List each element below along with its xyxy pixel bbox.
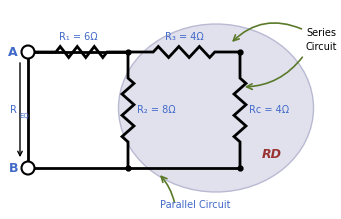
Circle shape: [21, 161, 34, 175]
Text: Parallel Circuit: Parallel Circuit: [160, 200, 230, 210]
Ellipse shape: [119, 24, 313, 192]
Text: Rᴄ = 4Ω: Rᴄ = 4Ω: [249, 105, 289, 115]
Text: R: R: [10, 105, 17, 115]
Text: Circuit: Circuit: [306, 42, 338, 52]
Text: EQ: EQ: [19, 113, 29, 119]
Text: Series: Series: [306, 28, 336, 38]
Text: RD: RD: [262, 148, 282, 161]
Text: R₂ = 8Ω: R₂ = 8Ω: [137, 105, 176, 115]
Text: R₃ = 4Ω: R₃ = 4Ω: [165, 32, 203, 42]
Text: R₁ = 6Ω: R₁ = 6Ω: [59, 32, 97, 42]
Text: A: A: [9, 46, 18, 58]
Circle shape: [21, 46, 34, 58]
Text: B: B: [9, 161, 18, 175]
